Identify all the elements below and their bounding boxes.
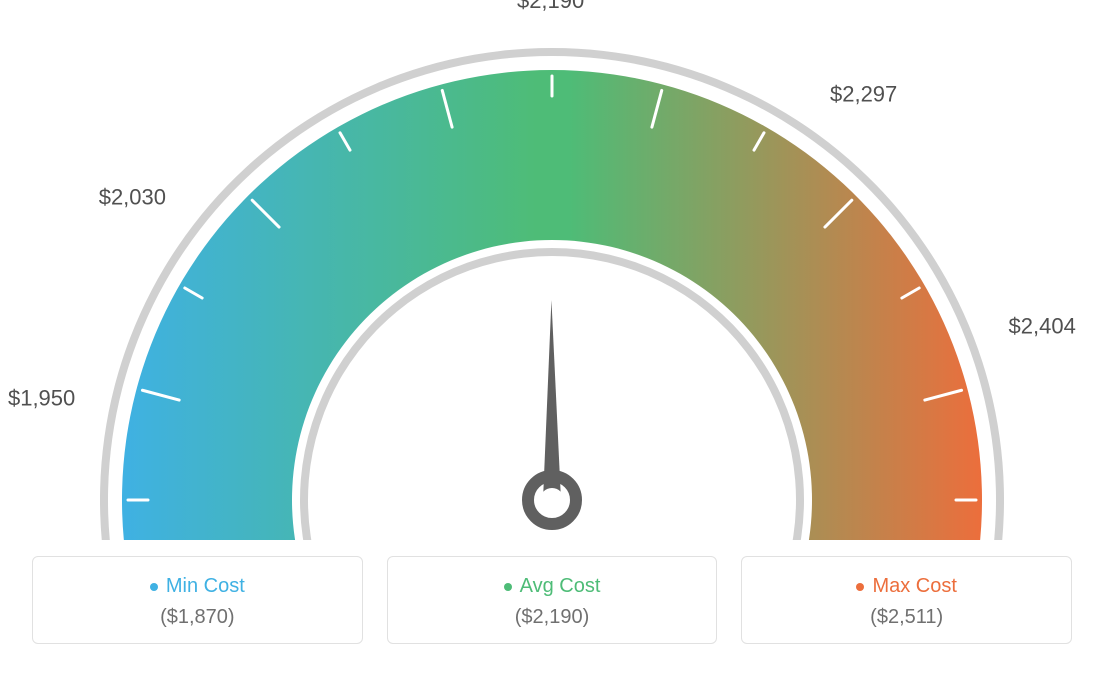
svg-text:$2,297: $2,297 — [830, 81, 897, 106]
legend-min-label: Min Cost — [166, 575, 245, 598]
legend-avg-value: ($2,190) — [398, 606, 707, 629]
svg-text:$1,950: $1,950 — [8, 386, 75, 411]
gauge-svg: $1,870$1,950$2,030$2,190$2,297$2,404$2,5… — [0, 0, 1104, 540]
gauge-area: $1,870$1,950$2,030$2,190$2,297$2,404$2,5… — [0, 0, 1104, 540]
svg-text:$2,030: $2,030 — [99, 185, 166, 210]
cost-gauge-chart: $1,870$1,950$2,030$2,190$2,297$2,404$2,5… — [0, 0, 1104, 690]
legend-title-min: Min Cost — [150, 575, 245, 598]
legend-title-avg: Avg Cost — [504, 575, 601, 598]
dot-max-icon — [856, 583, 864, 591]
legend-card-avg: Avg Cost ($2,190) — [387, 556, 718, 644]
legend-max-label: Max Cost — [872, 575, 956, 598]
dot-min-icon — [150, 583, 158, 591]
legend-card-min: Min Cost ($1,870) — [32, 556, 363, 644]
legend-card-max: Max Cost ($2,511) — [741, 556, 1072, 644]
legend-max-value: ($2,511) — [752, 606, 1061, 629]
svg-text:$2,404: $2,404 — [1009, 313, 1076, 338]
legend-avg-label: Avg Cost — [520, 575, 601, 598]
legend-row: Min Cost ($1,870) Avg Cost ($2,190) Max … — [0, 540, 1104, 644]
legend-min-value: ($1,870) — [43, 606, 352, 629]
svg-text:$2,190: $2,190 — [517, 0, 584, 13]
legend-title-max: Max Cost — [856, 575, 956, 598]
dot-avg-icon — [504, 583, 512, 591]
